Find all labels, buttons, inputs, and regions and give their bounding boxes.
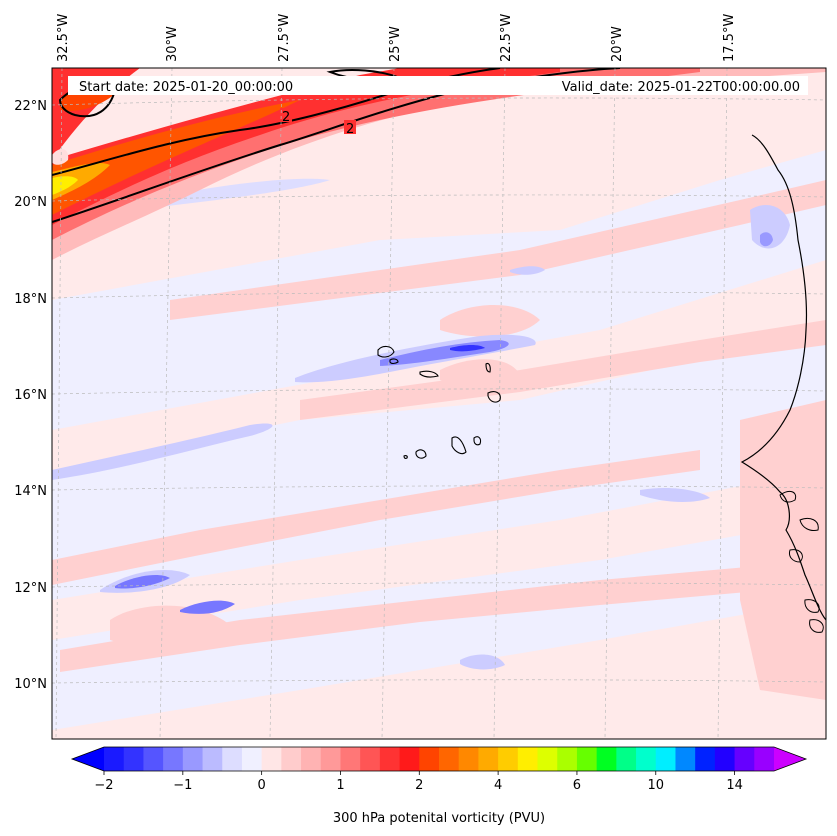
colorbar-cell	[241, 747, 263, 771]
lat-label: 20°N	[14, 195, 47, 210]
colorbar-cell	[202, 747, 223, 771]
lon-label: 25°W	[388, 26, 403, 62]
colorbar-tick-label: 1	[336, 778, 344, 793]
colorbar-cell	[123, 747, 144, 771]
colorbar-tick-label: 6	[573, 778, 581, 793]
contour-label-upper: 2	[282, 110, 290, 125]
colorbar-cell	[576, 747, 598, 771]
colorbar-cell	[458, 747, 479, 771]
header-band	[68, 76, 808, 95]
colorbar-cell	[616, 747, 637, 771]
colorbar-tick-label: 0	[258, 778, 266, 793]
colorbar-cell	[478, 747, 499, 771]
colorbar-cell	[222, 747, 243, 771]
contour-label-lower: 2	[346, 122, 354, 137]
cape-verde-islands	[377, 345, 501, 459]
colorbar-cell	[714, 747, 736, 771]
colorbar-cell	[379, 747, 401, 771]
colorbar-tick-label: 2	[415, 778, 423, 793]
colorbar-cell	[399, 747, 420, 771]
colorbar-cell	[636, 747, 657, 771]
colorbar-cell	[734, 747, 755, 771]
colorbar-cell	[320, 747, 341, 771]
lat-label: 16°N	[14, 388, 47, 403]
colorbar-cell	[143, 747, 164, 771]
lon-label: 30°W	[165, 26, 180, 62]
colorbar-cell	[498, 747, 519, 771]
colorbar: −2 −1 0 1 2 4 6 10 14 300 hPa potenital vorticit…	[70, 746, 808, 826]
colorbar-tick-label: 14	[726, 778, 743, 793]
lon-label: 20°W	[610, 26, 625, 62]
colorbar-tick-label: −1	[173, 778, 192, 793]
colorbar-cell	[754, 747, 775, 771]
colorbar-cell	[655, 747, 676, 771]
colorbar-cell	[301, 747, 322, 771]
map-frame	[51, 67, 827, 740]
colorbar-tick-label: 4	[494, 778, 502, 793]
negative-pv-features	[52, 178, 790, 670]
lon-label: 22.5°W	[499, 14, 514, 62]
lat-label: 22°N	[14, 99, 47, 114]
colorbar-cell	[104, 747, 125, 771]
pv-field: 2 2	[52, 68, 826, 739]
colorbar-cells	[104, 747, 775, 771]
colorbar-cell	[182, 747, 204, 771]
colorbar-cell	[439, 747, 460, 771]
colorbar-over-arrow	[774, 747, 806, 771]
coastline-africa	[740, 134, 826, 621]
latitude-labels: 22°N 20°N 18°N 16°N 14°N 12°N 10°N	[14, 99, 47, 692]
lat-label: 14°N	[14, 484, 47, 499]
colorbar-cell	[537, 747, 558, 771]
colorbar-cell	[596, 747, 617, 771]
lon-label: 27.5°W	[277, 14, 292, 62]
colorbar-under-arrow	[72, 747, 104, 771]
colorbar-cell	[281, 747, 302, 771]
colorbar-cell	[360, 747, 381, 771]
coastline-guinea-bissau	[779, 490, 824, 633]
lon-label: 32.5°W	[56, 14, 71, 62]
colorbar-tick-label: 10	[647, 778, 664, 793]
colorbar-cell	[163, 747, 184, 771]
lat-label: 12°N	[14, 581, 47, 596]
colorbar-cell	[517, 747, 539, 771]
lat-label: 18°N	[14, 292, 47, 307]
colorbar-tick-label: −2	[94, 778, 113, 793]
graticule	[52, 68, 826, 739]
colorbar-cell	[557, 747, 578, 771]
colorbar-cell	[261, 747, 282, 771]
lon-label: 17.5°W	[722, 14, 737, 62]
lat-label: 10°N	[14, 677, 47, 692]
colorbar-title: 300 hPa potenital vorticity (PVU)	[333, 811, 545, 826]
colorbar-ticks: −2 −1 0 1 2 4 6 10 14	[94, 771, 743, 793]
start-date-label: Start date: 2025-01-20_00:00:00	[79, 80, 293, 95]
colorbar-cell	[695, 747, 716, 771]
colorbar-cell	[419, 747, 440, 771]
colorbar-cell	[340, 747, 361, 771]
valid-date-label: Valid_date: 2025-01-22T00:00:00.00	[562, 80, 800, 95]
longitude-labels: 32.5°W 30°W 27.5°W 25°W 22.5°W 20°W 17.5…	[56, 14, 737, 62]
colorbar-cell	[675, 747, 696, 771]
pv2-contour-labels: 2 2	[280, 108, 356, 137]
